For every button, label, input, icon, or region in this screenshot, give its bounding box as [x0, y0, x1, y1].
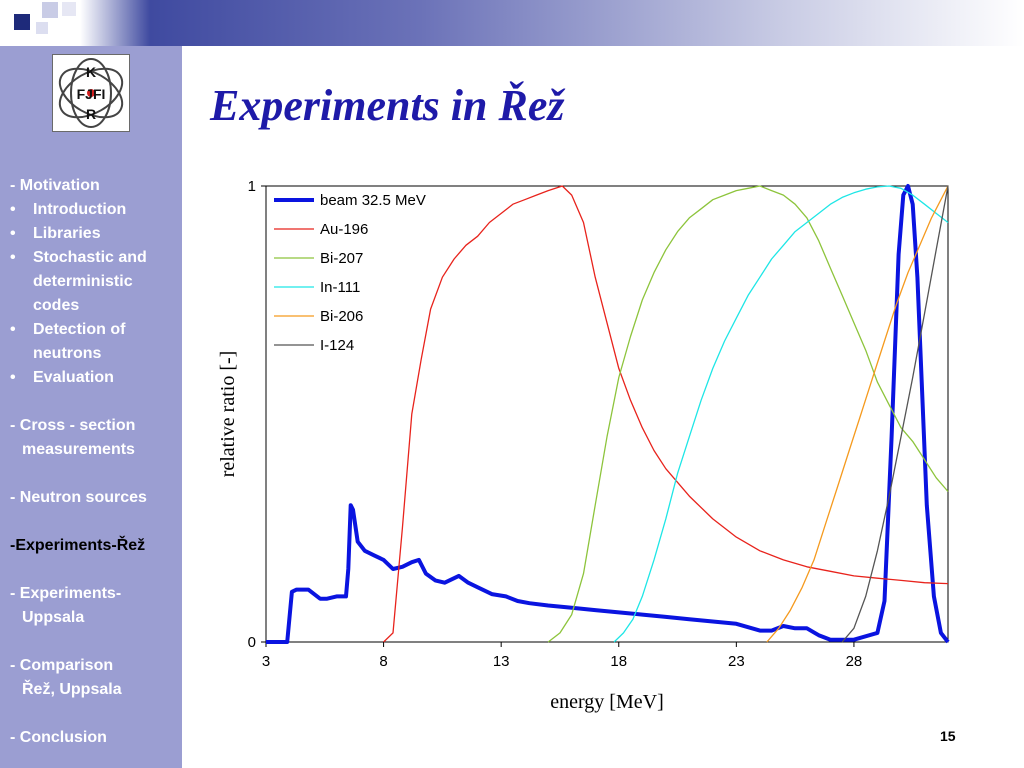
decorative-square	[62, 2, 76, 16]
nav-item[interactable]: - Neutron sources	[10, 489, 147, 506]
nav-item-label: Detection of	[33, 321, 126, 338]
bullet-icon: •	[10, 249, 16, 266]
page-number: 15	[940, 728, 956, 744]
bullet-icon: •	[10, 369, 16, 386]
y-tick-label: 0	[248, 634, 256, 651]
nav-item-label: Evaluation	[33, 369, 114, 386]
plot-frame	[265, 185, 949, 643]
nav-item[interactable]: • Detection of	[10, 318, 182, 342]
nav-spacer	[10, 630, 182, 654]
x-axis-label: energy [MeV]	[550, 691, 663, 713]
x-tick-label: 18	[610, 653, 627, 670]
x-tick-label: 8	[379, 653, 387, 670]
nav-item[interactable]: • Libraries	[10, 222, 182, 246]
nav-item[interactable]: • Stochastic and	[10, 246, 182, 270]
nav-spacer	[10, 462, 182, 486]
nav-item[interactable]: - Motivation	[10, 177, 100, 194]
y-axis-label: relative ratio [-]	[217, 351, 239, 478]
nav-item[interactable]: deterministic	[33, 273, 133, 290]
nav-item[interactable]: measurements	[22, 441, 135, 458]
line-chart: 3 8 13 18 23 28 0 1 energy [MeV] relative ratio […	[217, 178, 950, 713]
bullet-icon: •	[10, 321, 16, 338]
chart-container: 3 8 13 18 23 28 0 1 energy [MeV] relative ratio […	[206, 160, 966, 720]
nav-item-label: Libraries	[33, 225, 101, 242]
nav-item[interactable]: - Cross - section	[10, 417, 136, 434]
nav-item[interactable]: neutrons	[33, 345, 102, 362]
nav-item[interactable]: Uppsala	[22, 609, 85, 626]
x-tick-label: 3	[262, 653, 270, 670]
nav-spacer	[10, 558, 182, 582]
legend-label: beam 32.5 MeV	[320, 192, 426, 209]
nav-spacer	[10, 702, 182, 726]
legend-label: I-124	[320, 337, 354, 354]
series-line	[383, 185, 949, 643]
decorative-square	[14, 14, 30, 30]
series-line	[547, 185, 949, 643]
top-decorative-bar	[0, 0, 1024, 46]
x-tick-label: 23	[728, 653, 745, 670]
decorative-square	[36, 22, 48, 34]
legend-label: Bi-206	[320, 308, 363, 325]
logo-letter-r: R	[86, 106, 96, 122]
series-line	[613, 185, 949, 643]
x-tick-label: 28	[846, 653, 863, 670]
nav-item[interactable]: - Conclusion	[10, 729, 107, 746]
nav-item[interactable]: - Experiments-	[10, 585, 122, 602]
nav-item-active[interactable]: -Experiments-Řež	[10, 537, 146, 554]
series-line	[766, 185, 949, 643]
bullet-icon: •	[10, 225, 16, 242]
nav-item-label: Stochastic and	[33, 249, 147, 266]
logo-graphic: K FJFI R	[58, 58, 124, 128]
x-tick-label: 13	[493, 653, 510, 670]
decorative-square	[42, 2, 58, 18]
legend-label: Bi-207	[320, 250, 363, 267]
nav-spacer	[10, 510, 182, 534]
nav-item[interactable]: • Introduction	[10, 198, 182, 222]
bullet-icon: •	[10, 201, 16, 218]
series-line	[841, 185, 949, 643]
nav-item[interactable]: Řež, Uppsala	[22, 681, 122, 698]
nav-item[interactable]: codes	[33, 297, 80, 314]
nav-item[interactable]: • Evaluation	[10, 366, 182, 390]
nav-item[interactable]: - Comparison	[10, 657, 114, 674]
legend-label: In-111	[320, 279, 360, 296]
page-title: Experiments in Řež	[210, 81, 565, 130]
series-line	[266, 184, 950, 644]
sidebar: K FJFI R - Motivation • Introduction • Libra…	[0, 46, 182, 768]
sidebar-nav: - Motivation • Introduction • Libraries • Stoc…	[10, 174, 182, 750]
logo-letters-fjfi: FJFI	[77, 86, 106, 102]
nav-item-label: Introduction	[33, 201, 127, 218]
fjfi-logo: K FJFI R	[52, 54, 130, 132]
legend-label: Au-196	[320, 221, 368, 238]
y-tick-label: 1	[248, 178, 256, 195]
nav-spacer	[10, 390, 182, 414]
logo-letter-k: K	[86, 64, 96, 80]
